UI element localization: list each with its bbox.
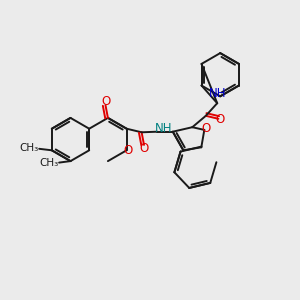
Text: O: O xyxy=(140,142,148,155)
Text: O: O xyxy=(101,95,110,108)
Text: O: O xyxy=(202,122,211,135)
Text: CH₃: CH₃ xyxy=(19,143,38,153)
Text: O: O xyxy=(123,144,132,158)
Text: O: O xyxy=(215,113,224,126)
Text: NH: NH xyxy=(209,87,227,100)
Text: CH₃: CH₃ xyxy=(39,158,58,168)
Text: NH: NH xyxy=(155,122,172,135)
